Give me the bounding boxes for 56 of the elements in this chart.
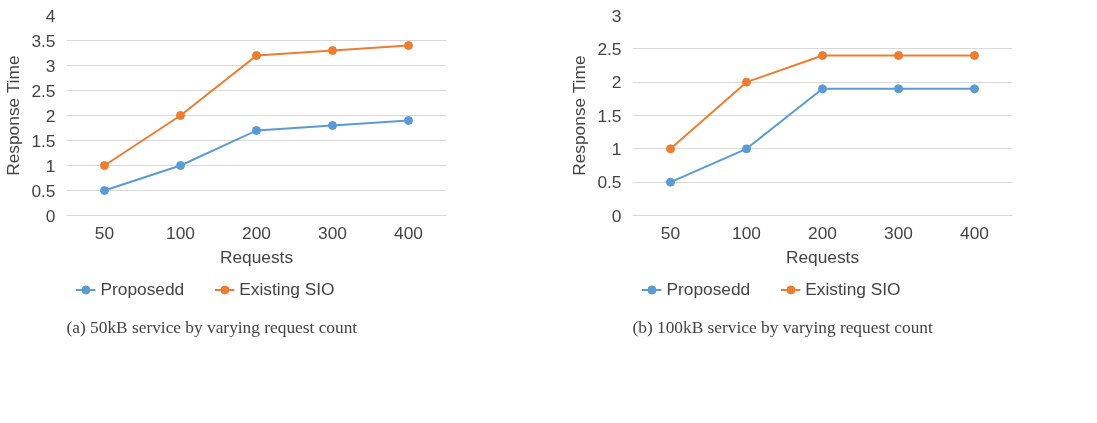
y-tick-label: 1.5 [31,130,56,151]
point [100,161,109,170]
y-tick-label: 0 [45,205,56,226]
point [404,116,413,125]
x-tick-label: 50 [94,222,115,243]
y-tick-label: 0.5 [597,172,622,193]
y-tick-label: 0 [611,205,622,226]
x-tick-label: 100 [166,222,195,243]
point [176,161,185,170]
y-tick-label: 1 [45,155,56,176]
y-tick-label: 1.5 [597,105,622,126]
y-axis-title: Response Time [3,55,24,176]
y-tick-label: 3 [45,55,56,76]
x-tick-label: 200 [808,222,837,243]
text: (b) 100kB service by varying request count [632,317,933,337]
point [404,41,413,50]
point [894,51,903,60]
point [666,144,675,154]
y-tick-label: 3.5 [31,30,56,51]
point [252,51,261,60]
y-tick-label: 2 [611,72,622,93]
point [970,51,979,60]
point [176,111,185,120]
x-tick-label: 200 [242,222,271,243]
x-tick-label: 300 [884,222,913,243]
y-axis-title: Response Time [569,55,590,176]
point [894,84,903,94]
legend-label: Proposedd [100,278,185,300]
y-tick-label: 0.5 [31,180,56,201]
x-axis-title: Requests [219,246,294,267]
legend-label: Existing SIO [239,278,335,300]
y-tick-label: 4 [45,5,56,26]
x-tick-label: 400 [394,222,423,243]
x-axis-title: Requests [785,246,860,267]
x-tick-label: 400 [960,222,989,243]
x-tick-label: 100 [732,222,761,243]
point [818,84,827,94]
point [970,84,979,94]
point [742,77,751,87]
y-tick-label: 1 [611,138,622,159]
y-tick-label: 2.5 [597,38,622,59]
y-tick-label: 2.5 [31,80,56,101]
legend-label: Proposedd [666,278,751,300]
point [666,177,675,187]
text: (a) 50kB service by varying request count [66,317,358,337]
x-tick-label: 300 [318,222,347,243]
y-tick-label: 3 [611,5,622,26]
y-tick-label: 2 [45,105,56,126]
point [818,51,827,60]
point [252,126,261,135]
legend-label: Existing SIO [805,278,901,300]
point [328,46,337,55]
point [742,144,751,154]
point [100,186,109,195]
point [328,121,337,130]
x-tick-label: 50 [660,222,681,243]
